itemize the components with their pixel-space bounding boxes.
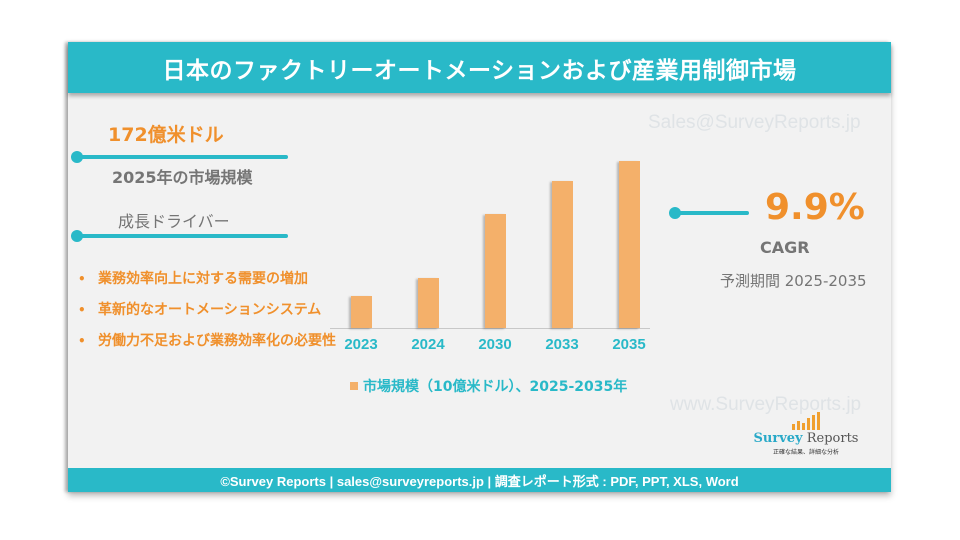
page-title: 日本のファクトリーオートメーションおよび産業用制御市場 <box>68 42 891 93</box>
watermark-url: www.SurveyReports.jp <box>670 394 862 415</box>
divider-line <box>76 234 288 238</box>
driver-item: • 業務効率向上に対する需要の増加 <box>76 264 346 295</box>
drivers-heading: 成長ドライバー <box>118 212 230 231</box>
bar-2030 <box>485 214 506 328</box>
market-size-value: 172億米ドル <box>108 124 224 146</box>
bar-2023 <box>351 296 372 328</box>
divider-line <box>674 211 749 215</box>
legend-swatch <box>350 382 358 390</box>
cagr-label: CAGR <box>760 238 810 257</box>
bar-chart-logo-icon <box>746 412 866 430</box>
market-size-label: 2025年の市場規模 <box>112 168 253 187</box>
x-tick: 2035 <box>612 336 646 353</box>
x-tick: 2023 <box>344 336 378 353</box>
x-tick: 2024 <box>411 336 445 353</box>
infographic-panel: 日本のファクトリーオートメーションおよび産業用制御市場 Sales@Survey… <box>68 42 891 492</box>
driver-item: • 革新的なオートメーションシステム <box>76 295 346 326</box>
logo-tagline: 正確な結果、詳細な分析 <box>772 449 839 456</box>
survey-reports-logo: Survey Reports 正確な結果、詳細な分析 <box>746 412 866 456</box>
bar-2035 <box>619 161 640 328</box>
cagr-value: 9.9% <box>765 187 865 228</box>
chart-legend: 市場規模（10億米ドル）、2025-2035年 <box>350 376 627 396</box>
forecast-period: 予測期間 2025-2035 <box>720 272 867 290</box>
bar-2033 <box>552 181 573 328</box>
bar-chart: 2023 2024 2030 2033 2035 <box>330 152 650 392</box>
driver-item: • 労働力不足および業務効率化の必要性 <box>76 326 346 357</box>
bar-2024 <box>418 278 439 328</box>
watermark-email: Sales@SurveyReports.jp <box>648 112 861 133</box>
divider-line <box>76 155 288 159</box>
bullet-icon: • <box>78 272 86 286</box>
x-tick: 2033 <box>545 336 579 353</box>
x-axis <box>330 328 650 329</box>
x-tick: 2030 <box>478 336 512 353</box>
drivers-list: • 業務効率向上に対する需要の増加 • 革新的なオートメーションシステム • 労働力不… <box>76 264 346 357</box>
bullet-icon: • <box>78 334 86 348</box>
bullet-icon: • <box>78 303 86 317</box>
footer-bar: ©Survey Reports | sales@surveyreports.jp… <box>68 468 891 492</box>
